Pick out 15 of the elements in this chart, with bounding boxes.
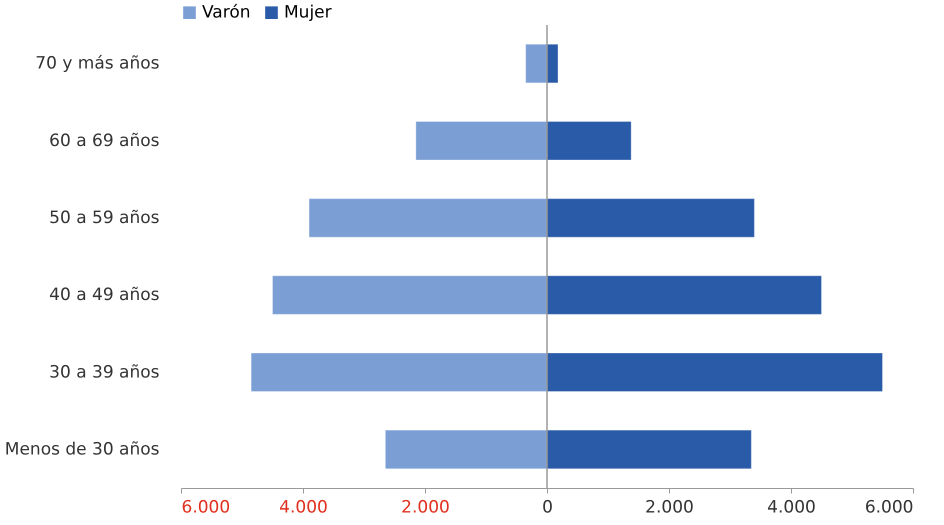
legend-label: Mujer: [284, 2, 332, 23]
x-tick-label: 6.000: [182, 498, 230, 518]
x-tick-label: 4.000: [279, 498, 328, 518]
y-tick-label: 50 a 59 años: [49, 208, 160, 228]
y-tick-label: Menos de 30 años: [4, 439, 160, 460]
x-tick-label: 6.000: [864, 498, 914, 518]
x-tick-label: 0: [542, 498, 553, 518]
y-tick-label: 60 a 69 años: [49, 130, 160, 151]
y-tick-label: 70 y más años: [35, 54, 160, 74]
x-tick-label: 2.000: [645, 498, 694, 518]
x-tick-label: 2.000: [401, 498, 450, 518]
y-tick-label: 30 a 39 años: [49, 362, 160, 382]
y-tick-label: 40 a 49 años: [49, 285, 160, 306]
x-tick-label: 4.000: [767, 498, 816, 518]
legend-label: Varón: [202, 2, 251, 23]
